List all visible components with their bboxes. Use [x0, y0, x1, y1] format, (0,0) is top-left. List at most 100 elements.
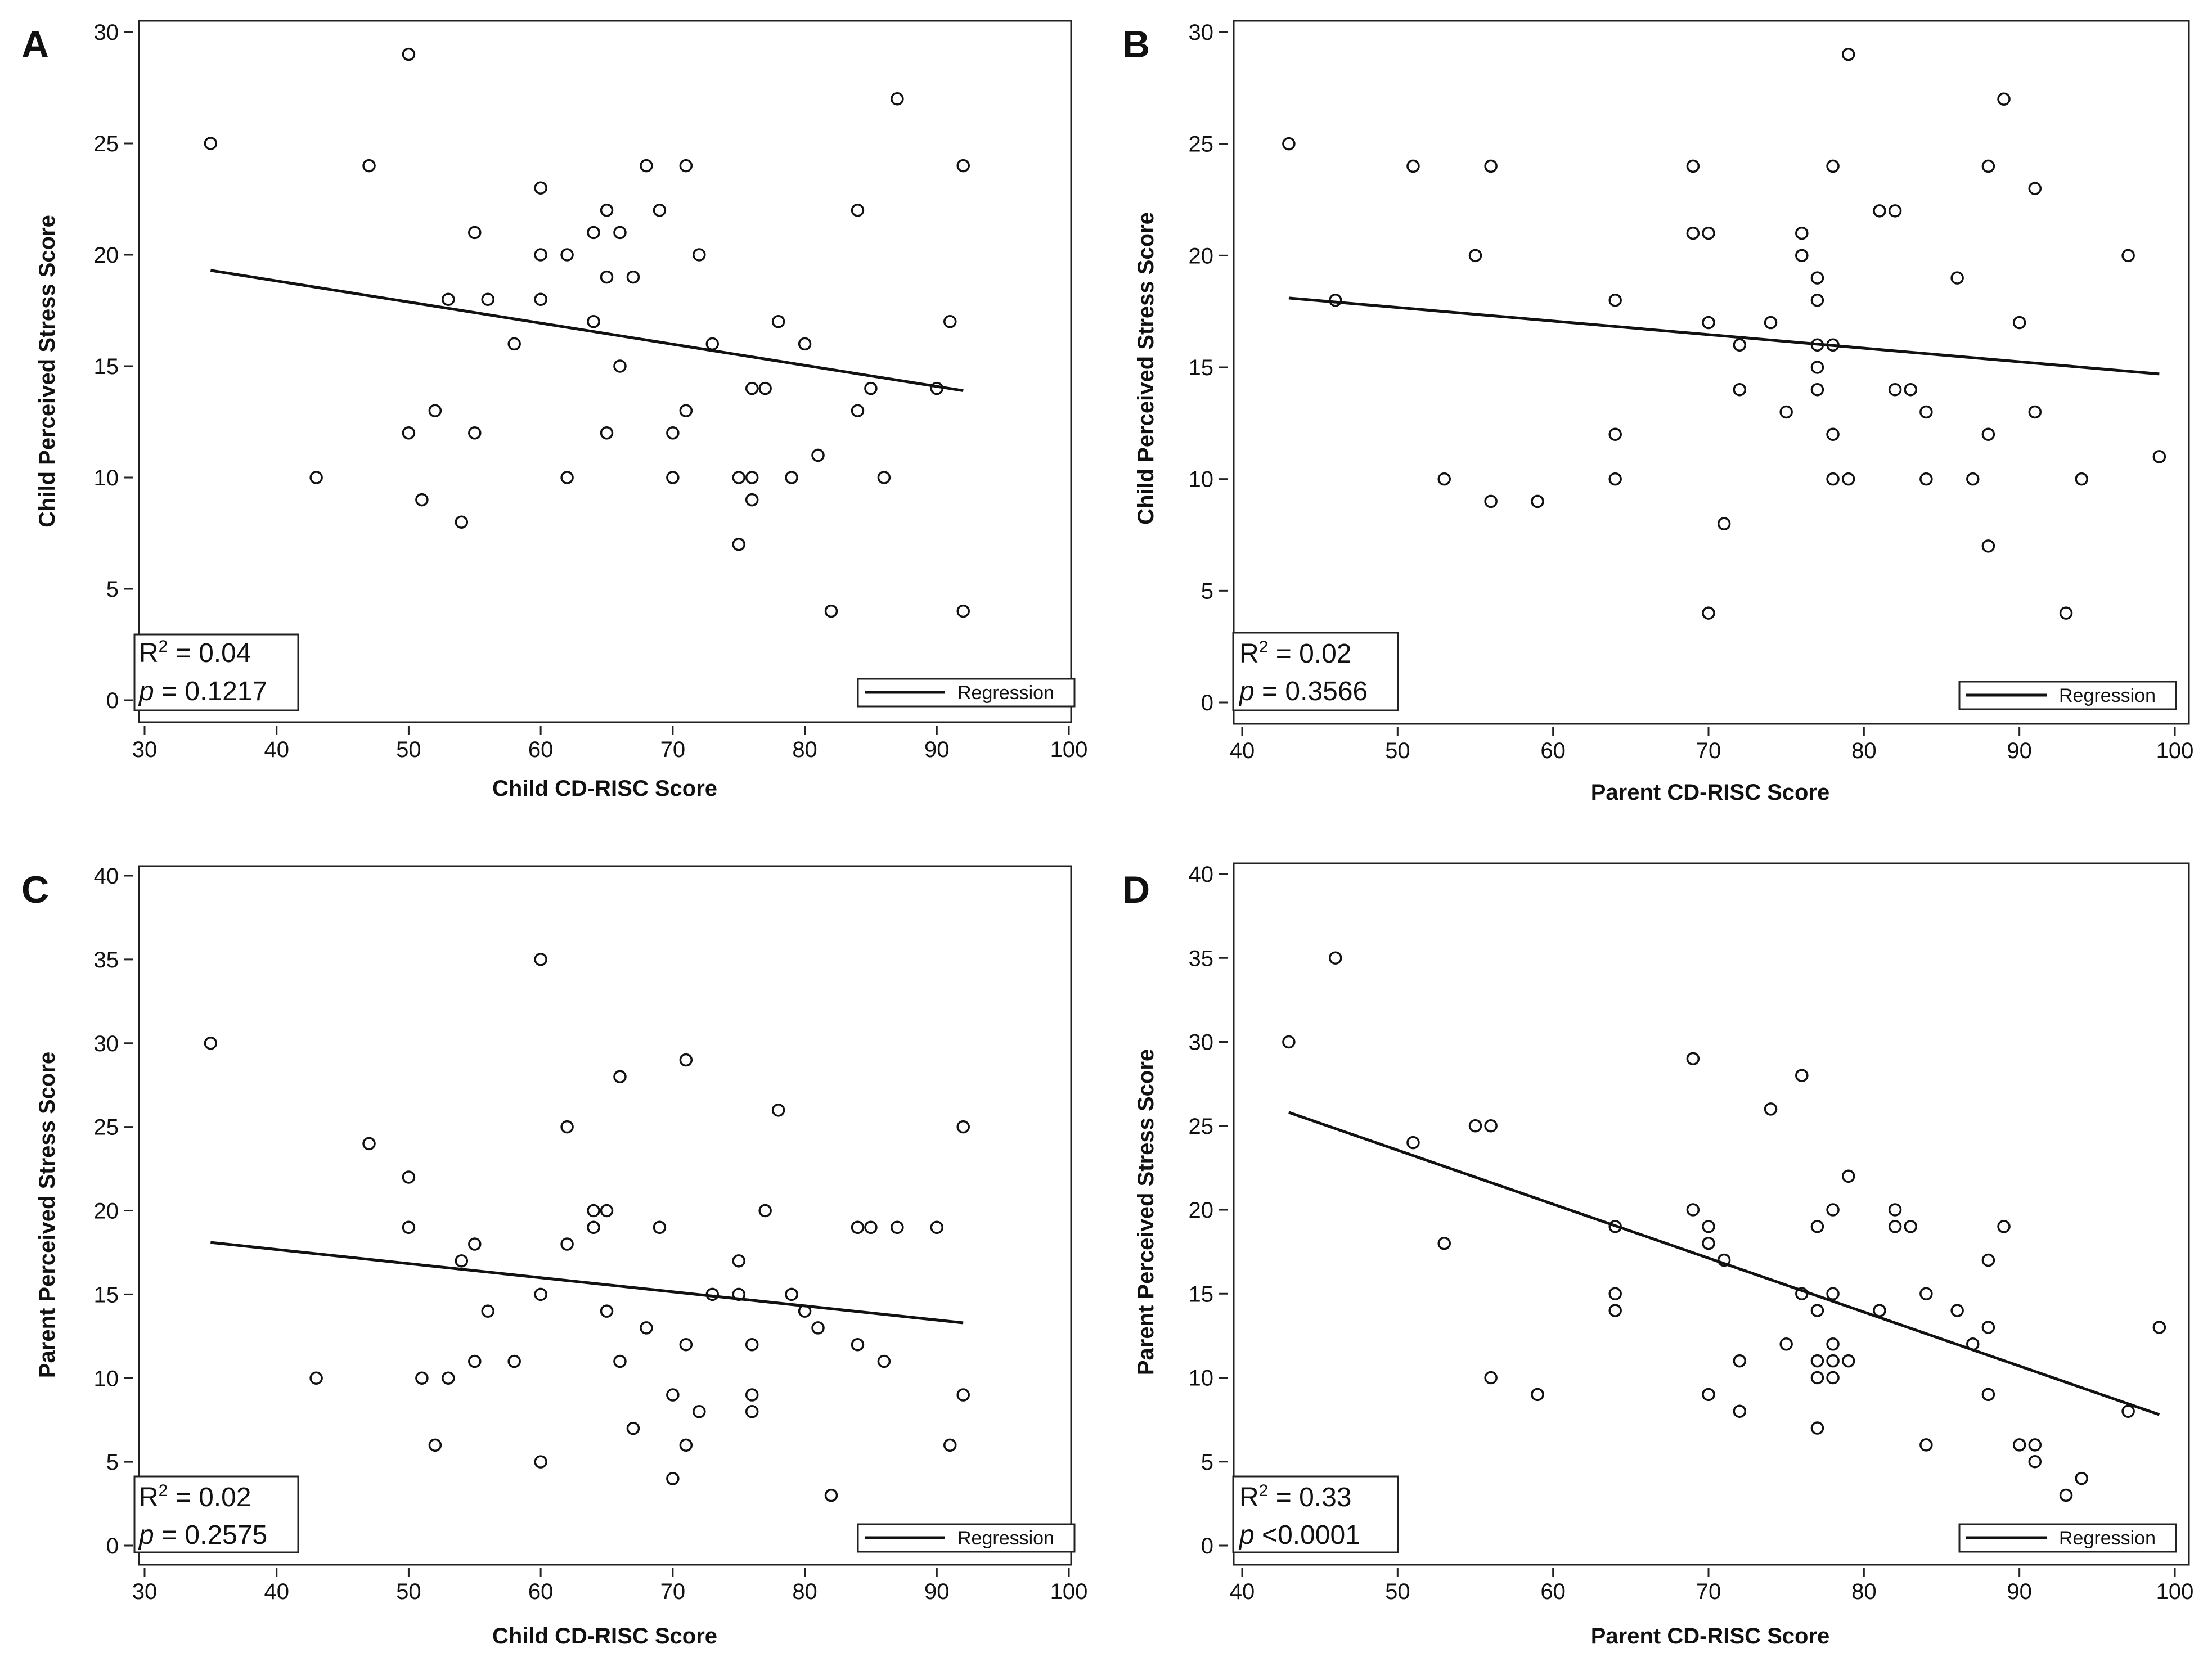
data-point — [1468, 249, 1482, 263]
p-value-text: p = 0.1217 — [138, 677, 267, 706]
data-point — [851, 1220, 865, 1235]
data-point — [943, 1438, 957, 1452]
data-point — [930, 1220, 944, 1235]
data-point — [956, 1388, 970, 1402]
p-value-text: p = 0.2575 — [138, 1520, 267, 1550]
data-point — [1826, 1371, 1840, 1385]
data-point — [468, 426, 482, 440]
data-point — [402, 1220, 416, 1235]
data-point — [798, 337, 812, 351]
regression-line — [210, 269, 964, 393]
r-squared-prefix: R — [139, 1483, 159, 1512]
data-point — [507, 337, 521, 351]
x-tick-label: 60 — [1540, 738, 1566, 763]
x-tick-label: 80 — [1851, 738, 1877, 763]
data-point — [693, 248, 706, 262]
data-point — [613, 1070, 627, 1084]
data-point — [455, 1254, 469, 1268]
data-point — [1764, 316, 1778, 330]
data-point — [1531, 1388, 1544, 1402]
x-tick-label: 70 — [1696, 1579, 1721, 1604]
legend-frame — [857, 678, 1076, 708]
plot-frame — [1233, 862, 2190, 1566]
data-point — [402, 1170, 416, 1184]
data-point — [587, 1204, 600, 1218]
data-point — [1810, 338, 1824, 352]
data-point — [851, 404, 865, 417]
data-point — [560, 248, 574, 262]
data-point — [2012, 316, 2026, 330]
data-point — [732, 1254, 745, 1268]
data-point — [891, 1220, 904, 1235]
y-tick-label: 30 — [1189, 1030, 1214, 1055]
data-point — [679, 1438, 693, 1452]
data-point — [1608, 472, 1622, 486]
data-point — [1826, 1287, 1840, 1300]
data-point — [1779, 1337, 1793, 1351]
data-point — [1795, 1287, 1809, 1300]
data-point — [626, 270, 640, 284]
data-point — [1795, 1069, 1809, 1082]
data-point — [362, 1137, 376, 1151]
data-point — [204, 1037, 218, 1050]
data-point — [666, 1388, 680, 1402]
stats-box-frame — [1232, 632, 1399, 711]
y-tick-label: 0 — [1201, 1534, 1213, 1559]
data-point — [798, 1304, 812, 1318]
data-point — [534, 181, 547, 195]
data-point — [1686, 226, 1700, 240]
data-point — [745, 1405, 759, 1418]
data-point — [1795, 226, 1809, 240]
r-squared-sup: 2 — [159, 637, 168, 656]
data-point — [2121, 249, 2135, 263]
y-tick-label: 20 — [1189, 1198, 1214, 1223]
data-point — [1733, 338, 1747, 352]
data-point — [2059, 1488, 2073, 1502]
data-point — [2152, 450, 2166, 463]
data-point — [745, 1337, 759, 1352]
data-point — [1981, 427, 1995, 441]
data-point — [1608, 1304, 1622, 1317]
stats-box: R2 = 0.33 p <0.0001 — [1232, 1475, 1399, 1553]
data-point — [534, 1287, 547, 1301]
data-point — [2028, 405, 2042, 419]
data-point — [824, 604, 838, 618]
data-point — [824, 1488, 838, 1502]
data-point — [1608, 1220, 1622, 1233]
y-tick-label: 5 — [1201, 579, 1213, 603]
data-point — [309, 471, 323, 484]
data-point — [2059, 606, 2073, 620]
data-point — [600, 270, 614, 284]
x-tick-label: 40 — [264, 1579, 289, 1604]
data-point — [1981, 1253, 1995, 1267]
data-point — [1717, 1253, 1731, 1267]
data-point — [468, 226, 482, 240]
data-point — [693, 1405, 706, 1418]
data-point — [1810, 1421, 1824, 1435]
data-point — [732, 1287, 745, 1301]
data-point — [640, 1321, 653, 1335]
r-squared-value: = 0.33 — [1268, 1483, 1351, 1512]
stats-box-frame — [133, 633, 299, 711]
data-point — [1329, 951, 1342, 965]
data-point — [1531, 494, 1544, 508]
data-point — [1608, 1287, 1622, 1300]
r-squared-sup: 2 — [1259, 1481, 1269, 1500]
data-point — [785, 471, 798, 484]
data-point — [362, 159, 376, 173]
data-point — [1686, 159, 1700, 173]
x-tick-label: 80 — [1851, 1579, 1877, 1604]
data-point — [1904, 382, 1917, 397]
data-point — [891, 92, 904, 106]
data-point — [1733, 1354, 1747, 1368]
legend: Regression — [1958, 681, 2177, 710]
data-point — [851, 204, 865, 217]
data-point — [705, 1287, 720, 1301]
x-axis-label: Child CD-RISC Score — [492, 776, 717, 801]
legend: Regression — [1958, 1523, 2177, 1553]
data-point — [1826, 159, 1840, 173]
data-point — [771, 315, 785, 328]
p-value: <0.0001 — [1255, 1520, 1360, 1550]
r-squared-sup: 2 — [159, 1481, 168, 1500]
y-axis-label: Parent Perceived Stress Score — [35, 1052, 60, 1378]
